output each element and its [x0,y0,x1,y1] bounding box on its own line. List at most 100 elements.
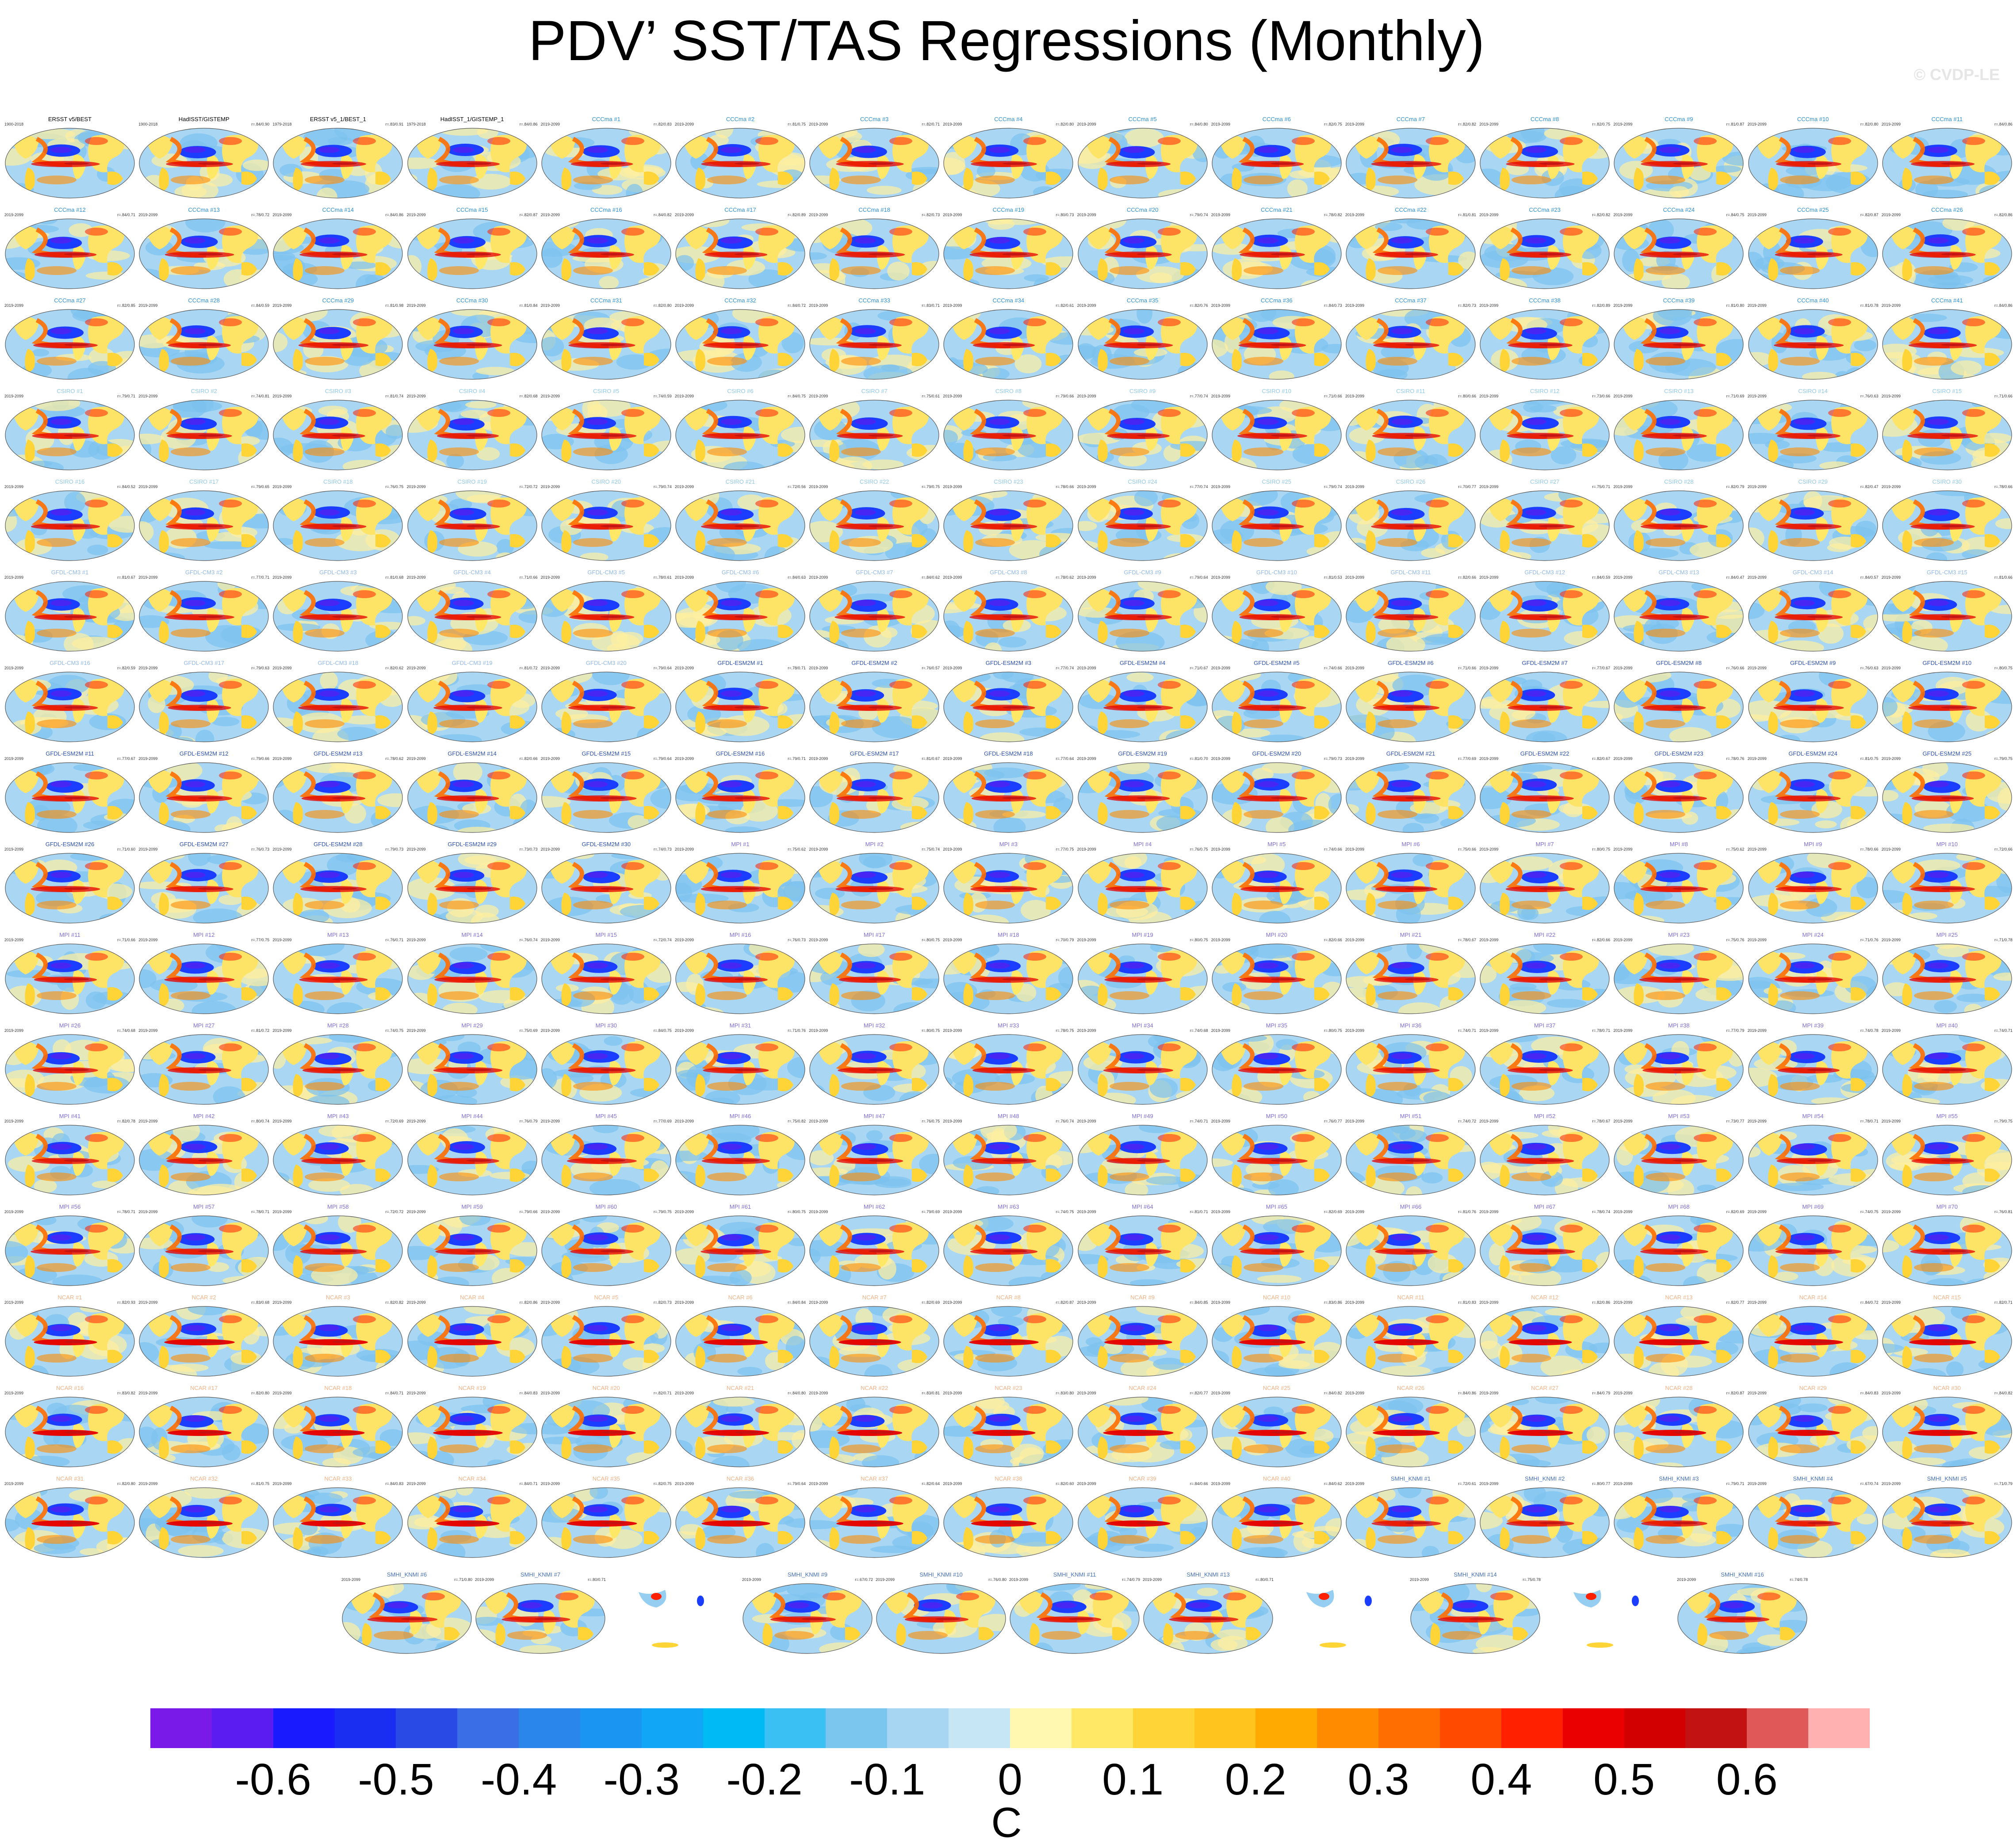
south-pacific-warm [975,810,1015,819]
regression-map [273,490,403,561]
map-panel: CSIRO #25 2019-2099 r=.79/0.74 [1210,478,1343,562]
panel-pattern-correlation: r=.78/0.66 [1994,485,2013,489]
land-south-america [427,168,437,191]
north-pacific-core [586,962,608,969]
map-outline [139,128,269,199]
tropical-warm-core [332,978,357,981]
panel-pattern-correlation: r=.79/0.73 [1324,756,1342,761]
map-panel: MPI #25 2019-2099 r=.71/0.78 [1881,932,2013,1016]
panel-years: 2019-2099 [272,847,292,851]
north-pacific-core [721,600,742,606]
land-south-america [695,439,705,462]
tropical-warm-core [466,253,491,256]
land-south-america [1366,530,1376,553]
panel-pattern-correlation: r=.76/0.63 [1860,394,1879,398]
panel-years: 2019-2099 [138,756,158,761]
panel-years: 2019-2099 [809,938,828,942]
panel-pattern-correlation: r=.81/0.81 [1458,213,1476,217]
map-outline [1212,309,1342,380]
north-pacific-core [1927,328,1949,334]
map-outline [5,309,135,380]
land-south-america [829,168,840,191]
regression-map [1882,490,2012,561]
anomaly-blob [1134,491,1158,507]
asia-warm-patch [1426,681,1449,689]
land-south-america [829,349,840,372]
tropical-warm-core [466,797,491,799]
regression-map [943,218,1073,289]
asia-warm-patch [1426,318,1449,326]
south-pacific-warm [1378,719,1417,728]
regression-map [1882,309,2012,380]
anomaly-blob [1662,273,1690,289]
regression-map [1346,762,1476,833]
anomaly-blob [1520,128,1545,142]
map-panel: CSIRO #12 2019-2099 r=.73/0.66 [1478,388,1611,472]
anomaly-blob [1346,821,1361,829]
asia-warm-patch [353,590,376,598]
panel-years: 2019-2099 [1211,213,1230,217]
anomaly-blob [465,401,497,409]
map-outline [1614,400,1744,470]
asia-warm-patch [219,409,242,417]
anomaly-blob [1249,944,1297,959]
regression-map [1614,672,1744,742]
land-south-america [1634,258,1644,281]
regression-map [1212,581,1342,652]
panel-years: 2019-2099 [272,485,292,489]
south-pacific-warm [1646,538,1686,547]
asia-warm-patch [755,318,778,326]
panel-title: GFDL-CM3 #1 [51,569,89,576]
regression-map [1614,581,1744,652]
panel-pattern-correlation: r=.79/0.75 [1994,756,2013,761]
anomaly-blob [911,282,938,289]
asia-warm-patch [889,500,913,508]
regression-map [1077,218,1208,289]
panel-years: 2019-2099 [540,485,560,489]
anomaly-blob [273,553,293,561]
north-pacific-core [1257,147,1278,153]
panel-years: 2019-2099 [1345,122,1365,126]
north-pacific-core [855,419,876,425]
regression-map [1212,218,1342,289]
land-australia [375,534,391,548]
panel-pattern-correlation: r=.84/0.47 [1726,575,1745,580]
panel-years: 2019-2099 [4,394,24,398]
anomaly-blob [541,641,564,651]
regression-map [1212,853,1342,924]
asia-warm-patch [889,681,913,689]
land-australia [241,262,257,276]
panel-title: GFDL-CM3 #7 [855,569,893,576]
land-australia [1716,262,1732,276]
map-panel: MPI #2 2019-2099 r=.75/0.74 [808,841,941,925]
regression-map [1882,762,2012,833]
panel-years: 2019-2099 [138,1028,158,1033]
tropical-warm-core [869,887,894,890]
panel-pattern-correlation: r=.79/0.73 [385,847,404,851]
tropical-warm-core [332,615,357,618]
south-pacific-warm [37,901,77,909]
north-pacific-core [586,872,608,878]
north-pacific-core [1793,147,1815,153]
land-south-america [963,168,974,191]
watermark: © CVDP-LE [1913,65,2000,84]
panel-pattern-correlation: r=.80/0.75 [1190,938,1208,942]
south-pacific-warm [1913,266,1954,275]
panel-years: 2019-2099 [4,666,24,670]
panel-pattern-correlation: r=.77/0.71 [251,575,270,580]
asia-warm-patch [1157,771,1181,779]
panel-pattern-correlation: r=.81/0.80 [1726,303,1745,308]
map-outline [139,400,269,470]
south-pacific-warm [975,991,1015,1000]
panel-pattern-correlation: r=.71/0.66 [1324,394,1342,398]
regression-map [1480,128,1610,199]
regression-map [1480,309,1610,380]
tropical-warm-core [869,978,894,981]
map-panel: GFDL-CM3 #7 2019-2099 r=.84/0.62 [808,569,941,653]
land-south-america [25,621,35,644]
tropical-warm-core [1137,797,1162,799]
anomaly-blob [377,552,403,561]
anomaly-blob [1137,581,1184,592]
tropical-warm-core [1673,615,1698,618]
panel-years: 2019-2099 [272,303,292,308]
